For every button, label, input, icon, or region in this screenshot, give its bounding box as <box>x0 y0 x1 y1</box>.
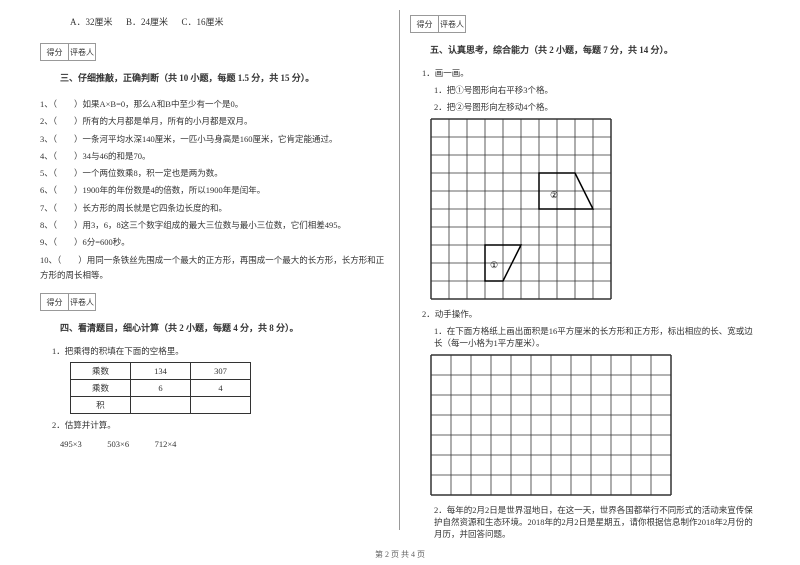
score-box-s5: 得分 评卷人 <box>410 10 760 38</box>
section-5-title: 五、认真思考，综合能力（共 2 小题，每题 7 分，共 14 分）。 <box>430 43 673 56</box>
judgment-2: 2、（ ）所有的大月都是单月，所有的小月都是双月。 <box>40 114 389 129</box>
svg-text:①: ① <box>490 260 498 270</box>
score-box-s3: 得分 评卷人 <box>40 38 389 66</box>
judgment-6: 6、（ ）1900年的年份数是4的倍数，所以1900年是闰年。 <box>40 183 389 198</box>
score-label: 得分 <box>40 293 68 311</box>
judgment-10: 10、（ ）用同一条铁丝先围成一个最大的正方形，再围成一个最大的长方形，长方形和… <box>40 253 389 284</box>
judgment-7: 7、（ ）长方形的周长就是它四条边长度的和。 <box>40 201 389 216</box>
t-r1c3: 307 <box>191 363 251 380</box>
s5-q2: 2．动手操作。 <box>422 308 760 320</box>
t-r1c1: 乘数 <box>71 363 131 380</box>
grader-label: 评卷人 <box>68 293 96 311</box>
s4-q2: 2．估算并计算。 <box>52 419 389 431</box>
t-r2c1: 乘数 <box>71 380 131 397</box>
s5-q1b: 2．把②号图形向左移动4个格。 <box>434 101 760 113</box>
judgment-3: 3、（ ）一条河平均水深140厘米，一匹小马身高是160厘米，它肯定能通过。 <box>40 132 389 147</box>
answer-options: A．32厘米 B．24厘米 C．16厘米 <box>70 15 389 28</box>
section-3-title: 三、仔细推敲，正确判断（共 10 小题，每题 1.5 分，共 15 分）。 <box>60 71 314 84</box>
grid-diagram-1: ①② <box>430 118 612 300</box>
grader-label: 评卷人 <box>438 15 466 33</box>
t-r2c2: 6 <box>131 380 191 397</box>
option-a: A．32厘米 <box>70 17 113 27</box>
s5-q2a: 1．在下面方格纸上画出面积是16平方厘米的长方形和正方形，标出相应的长、宽或边长… <box>434 325 760 349</box>
score-label: 得分 <box>410 15 438 33</box>
score-label: 得分 <box>40 43 68 61</box>
judgment-1: 1、（ ）如果A×B=0，那么A和B中至少有一个是0。 <box>40 97 389 112</box>
t-r3c2 <box>131 397 191 414</box>
multiplication-table: 乘数134307 乘数64 积 <box>70 362 251 414</box>
judgment-8: 8、（ ）用3，6，8这三个数字组成的最大三位数与最小三位数，它们相差495。 <box>40 218 389 233</box>
option-b: B．24厘米 <box>126 17 168 27</box>
judgment-9: 9、（ ）6分=600秒。 <box>40 235 389 250</box>
section-4-title: 四、看清题目，细心计算（共 2 小题，每题 4 分，共 8 分）。 <box>60 321 299 334</box>
judgment-list: 1、（ ）如果A×B=0，那么A和B中至少有一个是0。 2、（ ）所有的大月都是… <box>40 97 389 283</box>
s5-q2b: 2．每年的2月2日是世界湿地日，在这一天，世界各国都举行不同形式的活动来宣传保护… <box>434 504 760 540</box>
estimate-row: 495×3 503×6 712×4 <box>60 439 389 449</box>
option-c: C．16厘米 <box>182 17 224 27</box>
score-box-s4: 得分 评卷人 <box>40 288 389 316</box>
judgment-4: 4、（ ）34与46的和是70。 <box>40 149 389 164</box>
s5-q1: 1．画一画。 <box>422 67 760 79</box>
svg-text:②: ② <box>550 190 558 200</box>
grader-label: 评卷人 <box>68 43 96 61</box>
t-r3c1: 积 <box>71 397 131 414</box>
t-r2c3: 4 <box>191 380 251 397</box>
page-number: 第 2 页 共 4 页 <box>0 549 800 560</box>
s4-q1: 1．把乘得的积填在下面的空格里。 <box>52 345 389 357</box>
s5-q1a: 1．把①号图形向右平移3个格。 <box>434 84 760 96</box>
t-r3c3 <box>191 397 251 414</box>
calc-a: 495×3 <box>60 439 82 449</box>
calc-c: 712×4 <box>155 439 177 449</box>
calc-b: 503×6 <box>107 439 129 449</box>
t-r1c2: 134 <box>131 363 191 380</box>
judgment-5: 5、（ ）一个两位数乘8，积一定也是两为数。 <box>40 166 389 181</box>
grid-diagram-2 <box>430 354 672 496</box>
